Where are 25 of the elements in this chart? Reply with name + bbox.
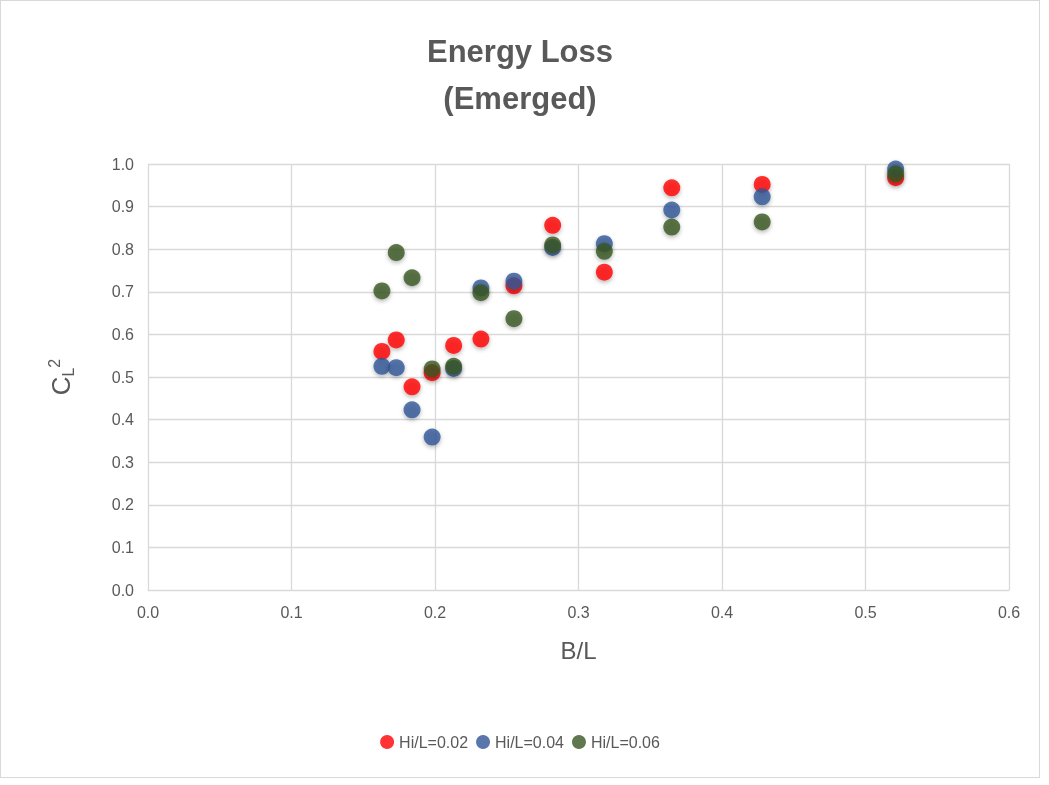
x-tick-label: 0.2 [423,603,447,621]
y-tick-label: 0.0 [111,581,135,599]
y-axis-title: CL2 [45,358,77,396]
y-tick-label: 0.9 [111,198,135,216]
x-axis-title: B/L [560,636,597,664]
x-tick-label: 0.3 [567,603,590,621]
x-tick-label: 0.0 [136,603,160,621]
chart-subtitle: (Emerged) [443,81,597,116]
x-tick-label: 0.5 [854,603,877,621]
legend-label: Hi/L=0.04 [495,733,565,751]
y-tick-label: 0.6 [111,325,135,343]
y-tick-label: 0.5 [111,368,135,386]
legend-label: Hi/L=0.02 [399,733,469,751]
x-tick-label: 0.1 [280,603,303,621]
x-tick-label: 0.6 [997,603,1021,621]
chart-title: Energy Loss [426,34,614,69]
y-tick-label: 0.2 [111,496,135,514]
legend-label: Hi/L=0.06 [590,733,661,751]
y-tick-label: 1.0 [111,155,135,173]
y-tick-label: 0.1 [111,538,135,556]
y-tick-label: 0.7 [111,283,135,301]
y-tick-label: 0.4 [111,411,135,429]
y-tick-label: 0.3 [111,453,135,471]
y-tick-label: 0.8 [111,240,135,258]
x-tick-label: 0.4 [710,603,734,621]
